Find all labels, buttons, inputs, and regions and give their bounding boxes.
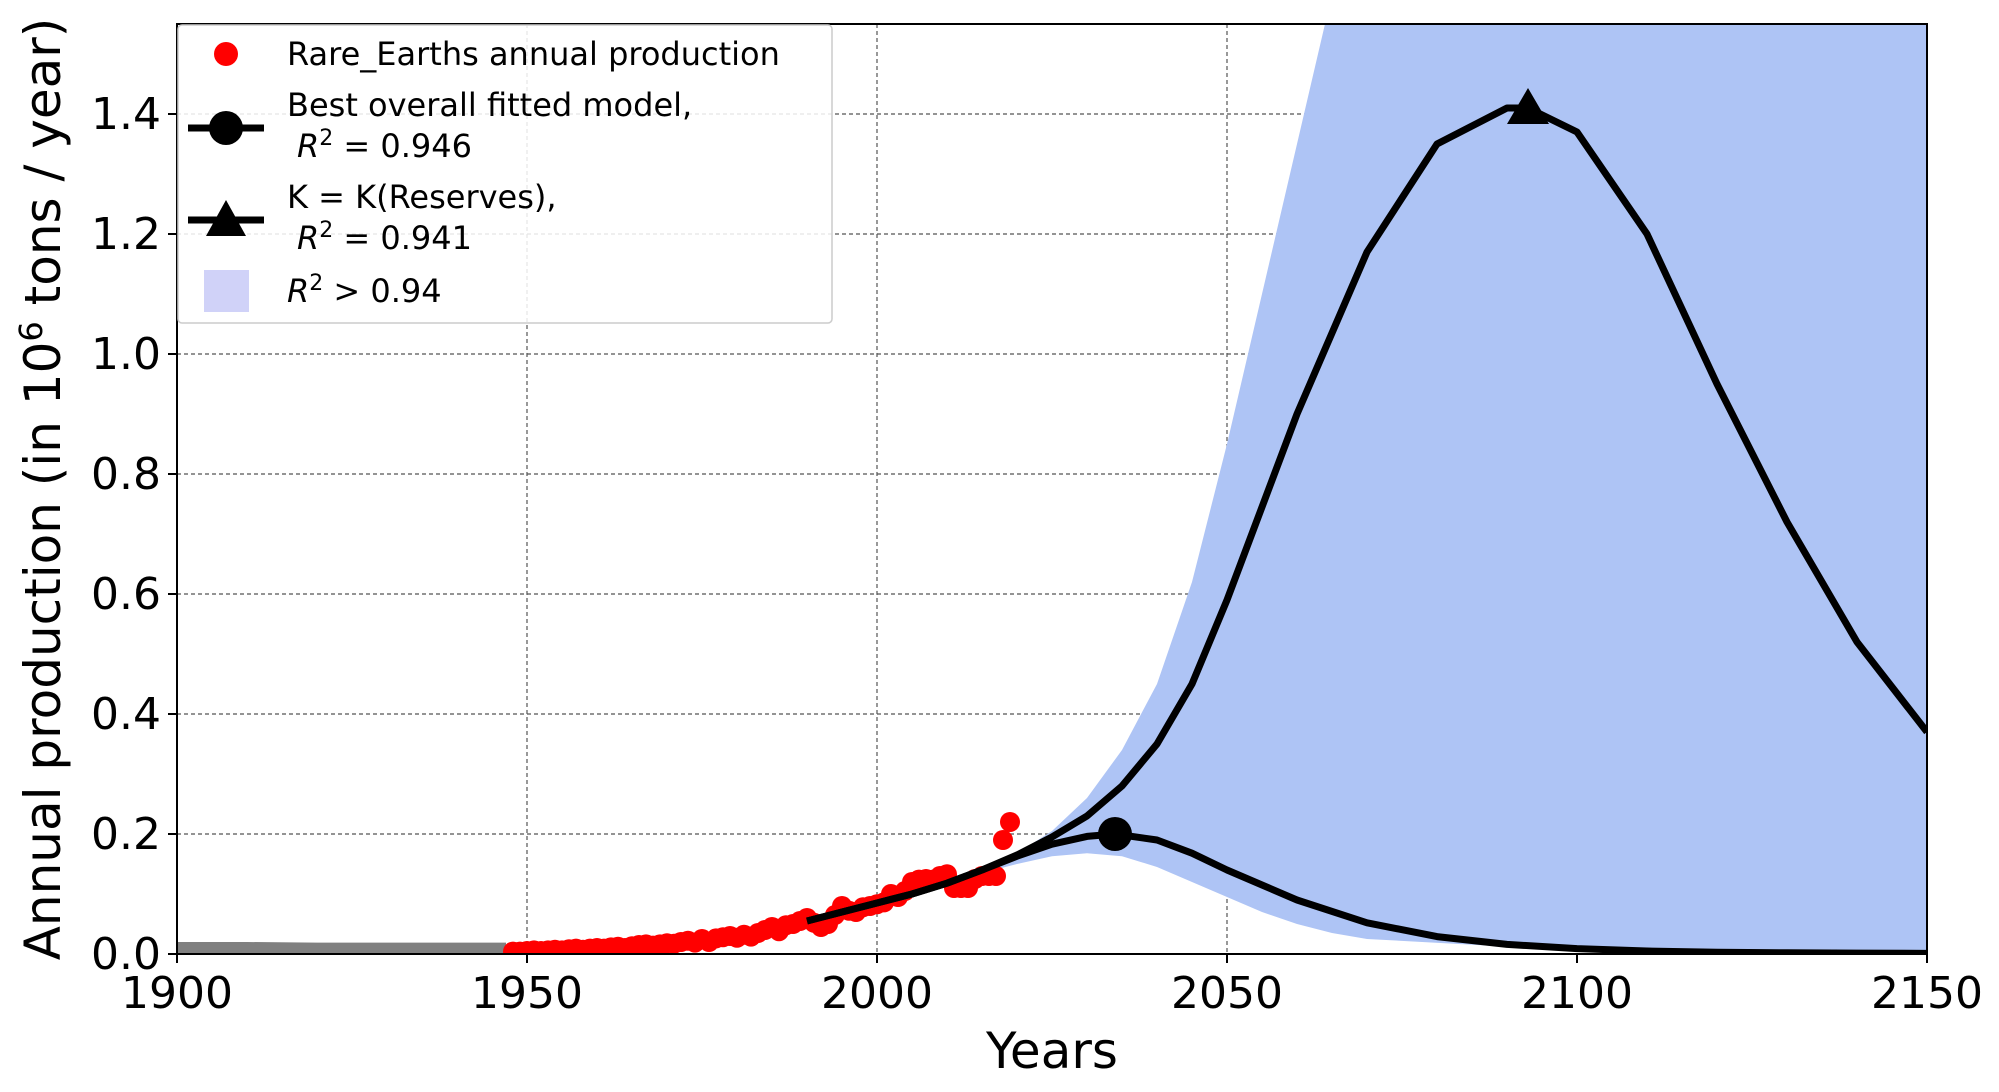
pre-record-production-line (177, 942, 506, 954)
x-tick-label: 1900 (121, 968, 233, 1019)
legend-observed-swatch (214, 42, 238, 66)
legend-reserves-label: K = K(Reserves), (287, 178, 557, 216)
observed-point (993, 830, 1013, 850)
y-tick-label: 1.2 (91, 209, 161, 260)
y-tick-label: 1.0 (91, 329, 161, 380)
reserves-peak-marker (1507, 88, 1549, 124)
legend-best-label: Best overall fitted model, (287, 86, 692, 124)
observed-point (986, 866, 1006, 886)
x-tick-label: 1950 (471, 968, 583, 1019)
y-tick-label: 0.0 (91, 929, 161, 980)
legend-best-r2: R2 = 0.946 (297, 126, 472, 165)
y-tick-label: 0.2 (91, 809, 161, 860)
y-axis-title: Annual production (in 106 tons / year) (12, 18, 72, 961)
legend-best-marker-swatch (209, 111, 243, 145)
legend-reserves-r2: R2 = 0.941 (297, 218, 472, 257)
y-tick-label: 0.6 (91, 569, 161, 620)
x-tick-label: 2100 (1521, 968, 1633, 1019)
observed-point (1000, 812, 1020, 832)
plot-frame (176, 23, 1928, 955)
x-axis-title: Years (985, 1022, 1118, 1080)
x-tick-label: 2050 (1171, 968, 1283, 1019)
y-tick-label: 1.4 (91, 89, 161, 140)
x-tick-label: 2150 (1871, 968, 1983, 1019)
x-tick-label: 2000 (821, 968, 933, 1019)
y-tick-label: 0.8 (91, 449, 161, 500)
legend-observed-label: Rare_Earths annual production (287, 35, 780, 73)
reserves-model-line (806, 104, 1927, 925)
y-tick-label: 0.4 (91, 689, 161, 740)
legend-box (177, 24, 833, 324)
r2-band-area (947, 24, 1927, 954)
axis-ticks: 1900 1950 2000 2050 2100 2150 0.0 0.2 0.4 0.6 0.8 1… (91, 89, 1983, 1019)
legend-band-label: R2 > 0.94 (287, 271, 442, 310)
legend-reserves-marker-swatch (206, 200, 246, 236)
best-fit-peak-marker (1098, 817, 1132, 851)
legend: Rare_Earths annual production Best overa… (177, 24, 833, 324)
legend-band-swatch (204, 270, 249, 312)
